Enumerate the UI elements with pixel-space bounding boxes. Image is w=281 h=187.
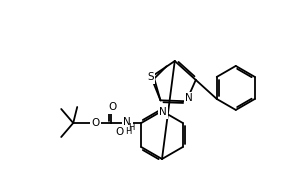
Text: H: H — [128, 123, 134, 133]
Text: N: N — [123, 117, 131, 127]
Text: N: N — [185, 93, 193, 103]
Text: O: O — [91, 118, 99, 128]
Text: N: N — [159, 107, 167, 117]
Text: H: H — [125, 128, 132, 137]
Text: O: O — [115, 127, 123, 137]
Text: S: S — [147, 73, 154, 82]
Text: O: O — [108, 102, 116, 112]
